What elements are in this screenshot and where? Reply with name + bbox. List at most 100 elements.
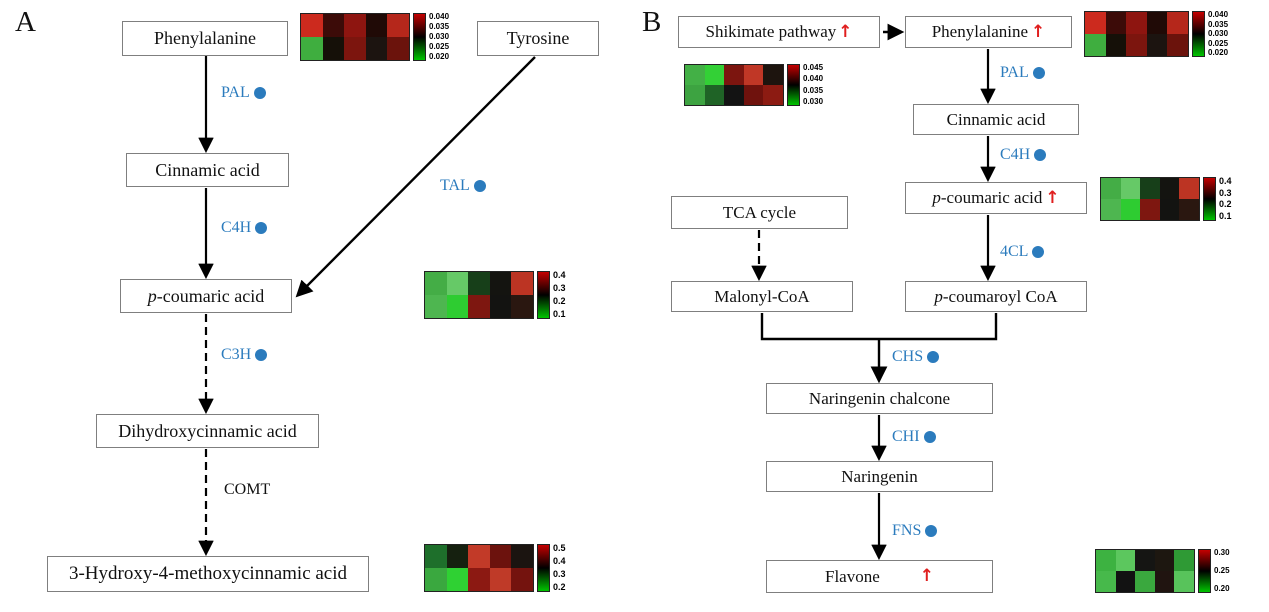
heatmap-scale-label: 0.3	[1219, 187, 1232, 198]
node-label: TCA cycle	[722, 202, 797, 222]
node-label: Naringenin	[841, 466, 918, 486]
heatmap-cell	[685, 65, 705, 85]
heatmap-cell	[1167, 34, 1188, 56]
heatmap-cell	[344, 37, 366, 60]
node-label: Cinnamic acid	[155, 159, 260, 180]
heatmap-cell	[1096, 571, 1116, 592]
heatmap-cell	[1101, 178, 1121, 199]
enzyme-pal-b: PAL	[1000, 64, 1045, 82]
heatmap-scale-labels: 0.5 0.4 0.3 0.2	[553, 544, 566, 592]
enzyme-label: C4H	[1000, 146, 1031, 163]
heatmap-scale-label: 0.2	[1219, 199, 1232, 210]
heatmap-grid	[1084, 11, 1189, 57]
heatmap-cell	[1085, 12, 1106, 34]
heatmap-cell	[1146, 12, 1168, 34]
heatmap-scale-label: 0.035	[1208, 19, 1229, 29]
node-label: Cinnamic acid	[946, 109, 1046, 129]
heatmap-scale-label: 0.040	[803, 74, 824, 84]
heatmap-cell	[1159, 199, 1180, 220]
node-label: Naringenin chalcone	[808, 388, 951, 408]
heatmap-scale-label: 0.045	[803, 63, 824, 72]
heatmap-scale-label: 0.030	[1208, 29, 1229, 38]
heatmap-scale-label: 0.040	[1208, 10, 1229, 19]
heatmap-cell	[1101, 199, 1121, 220]
heatmap-cell	[1105, 12, 1127, 34]
node-label: Shikimate pathway	[705, 22, 837, 41]
heatmap-cell	[1159, 178, 1180, 199]
heatmap-cell	[425, 568, 447, 591]
heatmap-scale-labels: 0.040 0.035 0.030 0.025 0.020	[429, 13, 449, 61]
enzyme-comt-a: COMT	[224, 481, 270, 499]
heatmap-cell	[489, 295, 512, 318]
heatmap-cell	[365, 37, 388, 60]
enzyme-chi-b: CHI	[892, 428, 936, 446]
heatmap-cell	[1135, 550, 1155, 571]
heatmap-cell	[724, 85, 744, 105]
enzyme-dot-icon	[1032, 246, 1045, 258]
enzyme-dot-icon	[1032, 67, 1045, 79]
arrow-tal-a	[295, 56, 536, 298]
heatmap-cell	[1174, 571, 1194, 592]
heatmap-scale-label: 0.020	[429, 52, 450, 61]
heatmap-cell	[446, 568, 469, 591]
heatmap-hydroxymethoxy-a: 0.5 0.4 0.3 0.2	[424, 544, 566, 592]
enzyme-label: C4H	[221, 219, 252, 236]
heatmap-cell	[387, 14, 409, 37]
heatmap-cell	[1120, 178, 1141, 199]
heatmap-cell	[511, 545, 533, 568]
node-label: Dihydroxycinnamic acid	[118, 420, 297, 441]
heatmap-scale-label: 0.1	[553, 309, 566, 319]
heatmap-cell	[344, 14, 366, 37]
heatmap-scale-label: 0.5	[553, 543, 566, 553]
heatmap-grid	[1095, 549, 1195, 593]
heatmap-cell	[704, 85, 725, 105]
enzyme-label: FNS	[892, 522, 922, 539]
node-phenylalanine-b: Phenylalanine ↑	[905, 16, 1072, 48]
enzyme-label: 4CL	[1000, 243, 1029, 260]
heatmap-scale-label: 0.4	[1219, 176, 1232, 186]
heatmap-cell	[724, 65, 744, 85]
heatmap-cell	[468, 295, 490, 318]
heatmap-cell	[1126, 12, 1147, 34]
enzyme-chs-b: CHS	[892, 348, 940, 366]
heatmap-scale-label: 0.20	[1214, 584, 1230, 593]
enzyme-dot-icon	[1034, 149, 1047, 161]
heatmap-cell	[468, 272, 490, 295]
heatmap-colorbar	[1192, 11, 1205, 57]
heatmap-cell	[446, 272, 469, 295]
heatmap-cell	[1096, 550, 1116, 571]
enzyme-label: CHS	[892, 348, 924, 365]
heatmap-cell	[1105, 34, 1127, 56]
heatmap-colorbar	[537, 271, 550, 319]
enzyme-pal-a: PAL	[221, 84, 266, 102]
enzyme-c3h-a: C3H	[221, 346, 268, 364]
enzyme-dot-icon	[473, 180, 486, 192]
node-label: Phenylalanine	[154, 28, 256, 48]
heatmap-scale-label: 0.2	[553, 582, 566, 592]
heatmap-cell	[1154, 571, 1175, 592]
heatmap-cell	[511, 295, 533, 318]
heatmap-scale-label: 0.2	[553, 296, 566, 306]
heatmap-cell	[489, 272, 512, 295]
up-arrow-icon: ↑	[919, 566, 935, 586]
heatmap-scale-labels: 0.040 0.035 0.030 0.025 0.020	[1208, 11, 1228, 57]
heatmap-colorbar	[537, 544, 550, 592]
node-dihydroxycinnamic-acid-a: Dihydroxycinnamic acid	[96, 414, 319, 448]
heatmap-cell	[301, 37, 323, 60]
heatmap-colorbar	[413, 13, 426, 61]
node-flavone-b: Flavone ↑	[766, 560, 993, 593]
heatmap-scale-label: 0.020	[1208, 48, 1229, 57]
heatmap-flavone-b: 0.30 0.25 0.20	[1095, 549, 1230, 593]
heatmap-grid	[424, 544, 534, 592]
node-tca-cycle-b: TCA cycle	[671, 196, 848, 229]
heatmap-scale-labels: 0.045 0.040 0.035 0.030	[803, 64, 823, 106]
heatmap-scale-labels: 0.30 0.25 0.20	[1214, 549, 1230, 593]
enzyme-dot-icon	[253, 87, 266, 99]
heatmap-scale-label: 0.4	[553, 270, 566, 280]
enzyme-label: COMT	[224, 481, 271, 498]
up-arrow-icon: ↑	[1031, 21, 1046, 42]
heatmap-cell	[1115, 550, 1136, 571]
heatmap-cell	[489, 545, 512, 568]
node-cinnamic-acid-b: Cinnamic acid	[913, 104, 1079, 135]
